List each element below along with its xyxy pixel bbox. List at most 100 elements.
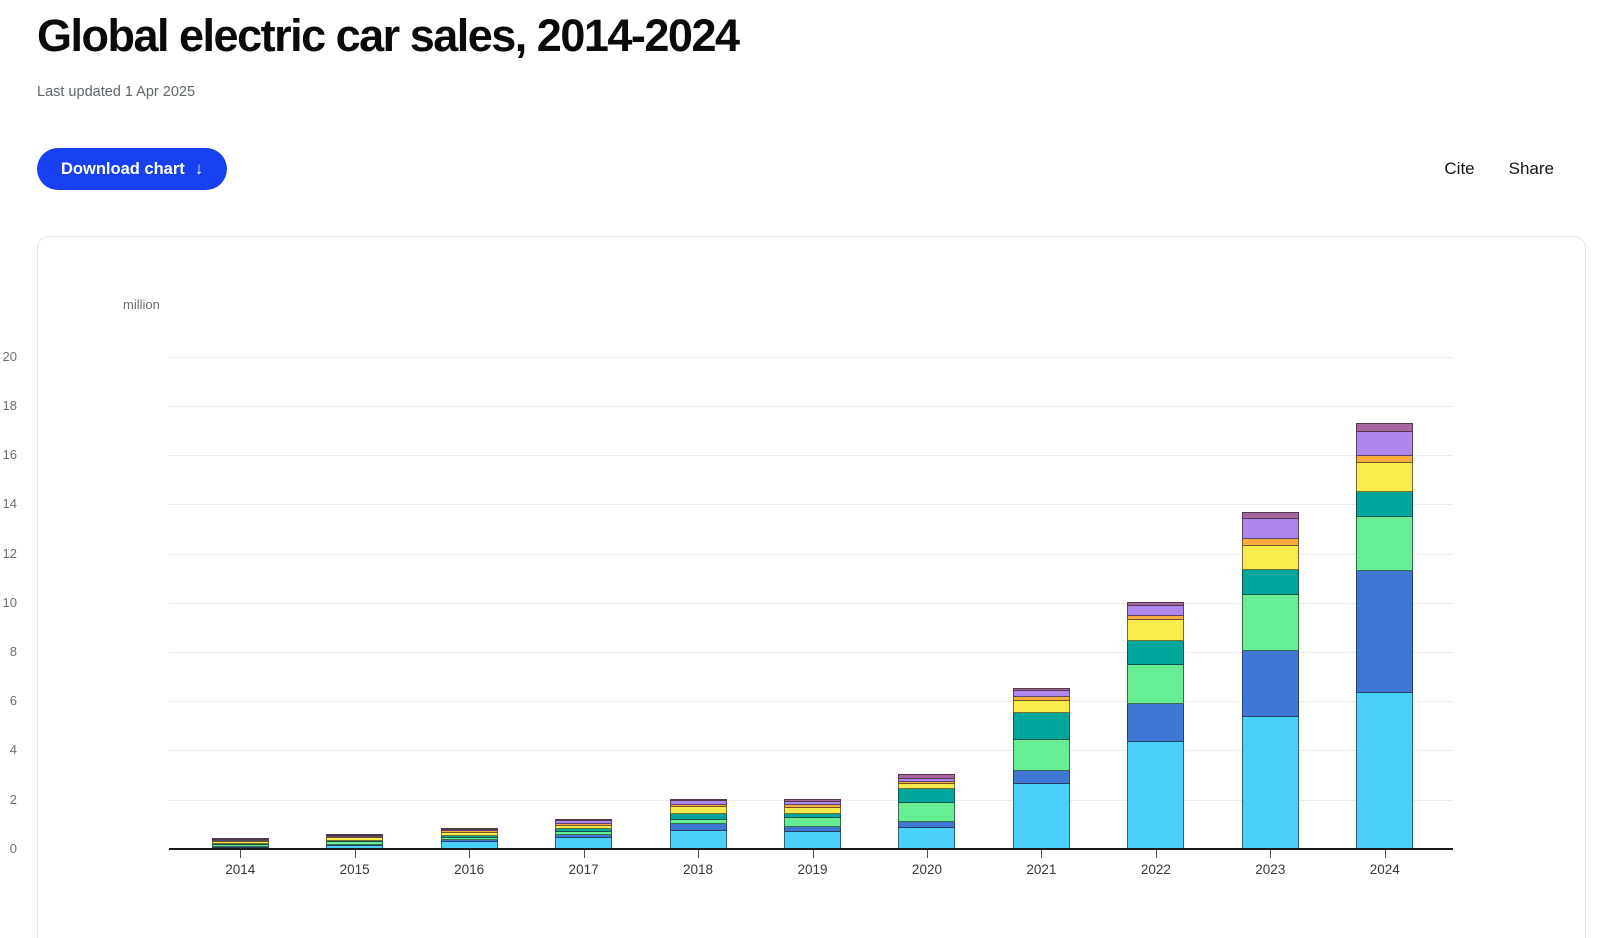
segment-2016-lavender-segment[interactable]	[440, 829, 498, 831]
segment-2019-yellow-segment[interactable]	[783, 807, 841, 814]
segment-2022-yellow-segment[interactable]	[1127, 620, 1185, 641]
segment-2014-lavender-segment[interactable]	[211, 839, 269, 841]
segment-2020-light-green-segment[interactable]	[898, 802, 956, 823]
segment-2014-plum-top-segment[interactable]	[211, 837, 269, 840]
segment-2016-yellow-segment[interactable]	[440, 833, 498, 836]
bar-slot-2024	[1328, 357, 1442, 849]
segment-2022-plum-top-segment[interactable]	[1127, 602, 1185, 607]
segment-2015-yellow-segment[interactable]	[326, 838, 384, 841]
segment-2016-plum-top-segment[interactable]	[440, 827, 498, 830]
segment-2019-royal-blue-segment[interactable]	[783, 826, 841, 833]
segment-2023-orange-segment[interactable]	[1241, 539, 1299, 546]
segment-2014-teal-segment[interactable]	[211, 844, 269, 846]
bar-2018[interactable]	[669, 799, 727, 849]
segment-2023-teal-segment[interactable]	[1241, 570, 1299, 596]
segment-2024-royal-blue-segment[interactable]	[1356, 571, 1414, 693]
segment-2023-sky-blue-bottom-segment[interactable]	[1241, 716, 1299, 849]
segment-2017-lavender-segment[interactable]	[555, 821, 613, 824]
segment-2020-plum-top-segment[interactable]	[898, 774, 956, 779]
segment-2019-sky-blue-bottom-segment[interactable]	[783, 832, 841, 849]
segment-2018-lavender-segment[interactable]	[669, 801, 727, 805]
segment-2018-orange-segment[interactable]	[669, 804, 727, 808]
bar-2017[interactable]	[555, 819, 613, 849]
segment-2020-sky-blue-bottom-segment[interactable]	[898, 827, 956, 849]
segment-2023-royal-blue-segment[interactable]	[1241, 650, 1299, 717]
download-chart-button[interactable]: Download chart ↓	[37, 148, 228, 191]
segment-2015-teal-segment[interactable]	[326, 840, 384, 843]
segment-2021-yellow-segment[interactable]	[1012, 701, 1070, 713]
segment-2022-light-green-segment[interactable]	[1127, 665, 1185, 705]
segment-2024-yellow-segment[interactable]	[1356, 463, 1414, 493]
segment-2018-teal-segment[interactable]	[669, 814, 727, 820]
segment-2022-teal-segment[interactable]	[1127, 640, 1185, 666]
segment-2023-lavender-segment[interactable]	[1241, 518, 1299, 540]
bar-2023[interactable]	[1241, 512, 1299, 849]
ytick-label-14: 14	[2, 496, 17, 512]
segment-2022-royal-blue-segment[interactable]	[1127, 704, 1185, 742]
segment-2017-plum-top-segment[interactable]	[555, 819, 613, 822]
segment-2020-lavender-segment[interactable]	[898, 778, 956, 782]
segment-2019-lavender-segment[interactable]	[783, 801, 841, 805]
segment-2024-sky-blue-bottom-segment[interactable]	[1356, 692, 1414, 849]
segment-2021-teal-segment[interactable]	[1012, 712, 1070, 740]
segment-2019-plum-top-segment[interactable]	[783, 798, 841, 802]
segment-2016-orange-segment[interactable]	[440, 830, 498, 834]
segment-2024-teal-segment[interactable]	[1356, 492, 1414, 517]
segment-2024-plum-top-segment[interactable]	[1356, 422, 1414, 433]
segment-2014-royal-blue-segment[interactable]	[211, 846, 269, 848]
segment-2022-orange-segment[interactable]	[1127, 616, 1185, 621]
segment-2016-light-green-segment[interactable]	[440, 837, 498, 841]
segment-2016-royal-blue-segment[interactable]	[440, 840, 498, 842]
bar-2015[interactable]	[326, 834, 384, 849]
bar-2022[interactable]	[1127, 602, 1185, 849]
segment-2014-light-green-segment[interactable]	[211, 845, 269, 847]
segment-2018-light-green-segment[interactable]	[669, 819, 727, 825]
segment-2021-royal-blue-segment[interactable]	[1012, 771, 1070, 784]
segment-2017-teal-segment[interactable]	[555, 828, 613, 833]
segment-2015-orange-segment[interactable]	[326, 837, 384, 839]
segment-2023-plum-top-segment[interactable]	[1241, 512, 1299, 519]
segment-2020-royal-blue-segment[interactable]	[898, 822, 956, 828]
segment-2017-light-green-segment[interactable]	[555, 832, 613, 836]
segment-2015-lavender-segment[interactable]	[326, 836, 384, 838]
segment-2018-royal-blue-segment[interactable]	[669, 824, 727, 832]
bar-2021[interactable]	[1012, 688, 1070, 849]
segment-2021-lavender-segment[interactable]	[1012, 691, 1070, 698]
segment-2017-royal-blue-segment[interactable]	[555, 835, 613, 838]
bar-2020[interactable]	[898, 774, 956, 849]
segment-2017-orange-segment[interactable]	[555, 823, 613, 826]
segment-2024-light-green-segment[interactable]	[1356, 516, 1414, 572]
segment-2020-orange-segment[interactable]	[898, 781, 956, 785]
segment-2024-lavender-segment[interactable]	[1356, 432, 1414, 456]
segment-2023-yellow-segment[interactable]	[1241, 545, 1299, 571]
segment-2014-yellow-segment[interactable]	[211, 842, 269, 845]
chart-card: million 0 2 4 6 8 10 12 14 16 18 20 2014 2015 2016 20…	[3, 236, 1586, 938]
bar-2019[interactable]	[783, 798, 841, 849]
segment-2017-yellow-segment[interactable]	[555, 825, 613, 829]
segment-2020-yellow-segment[interactable]	[898, 784, 956, 789]
segment-2021-light-green-segment[interactable]	[1012, 739, 1070, 772]
segment-2019-orange-segment[interactable]	[783, 805, 841, 808]
segment-2023-light-green-segment[interactable]	[1241, 595, 1299, 651]
segment-2015-plum-top-segment[interactable]	[326, 834, 384, 837]
segment-2018-plum-top-segment[interactable]	[669, 799, 727, 802]
segment-2018-sky-blue-bottom-segment[interactable]	[669, 831, 727, 849]
share-button[interactable]: Share	[1508, 159, 1554, 179]
cite-button[interactable]: Cite	[1444, 159, 1475, 179]
segment-2021-plum-top-segment[interactable]	[1012, 688, 1070, 692]
segment-2019-teal-segment[interactable]	[783, 813, 841, 819]
bar-2024[interactable]	[1356, 422, 1414, 849]
segment-2022-sky-blue-bottom-segment[interactable]	[1127, 742, 1185, 849]
bar-2016[interactable]	[440, 827, 498, 849]
segment-2015-light-green-segment[interactable]	[326, 842, 384, 845]
segment-2015-royal-blue-segment[interactable]	[326, 844, 384, 846]
segment-2024-orange-segment[interactable]	[1356, 455, 1414, 464]
segment-2014-orange-segment[interactable]	[211, 840, 269, 843]
segment-2021-orange-segment[interactable]	[1012, 697, 1070, 702]
segment-2016-teal-segment[interactable]	[440, 835, 498, 838]
segment-2021-sky-blue-bottom-segment[interactable]	[1012, 783, 1070, 849]
segment-2022-lavender-segment[interactable]	[1127, 606, 1185, 617]
segment-2018-yellow-segment[interactable]	[669, 807, 727, 815]
segment-2020-teal-segment[interactable]	[898, 788, 956, 803]
segment-2019-light-green-segment[interactable]	[783, 818, 841, 827]
